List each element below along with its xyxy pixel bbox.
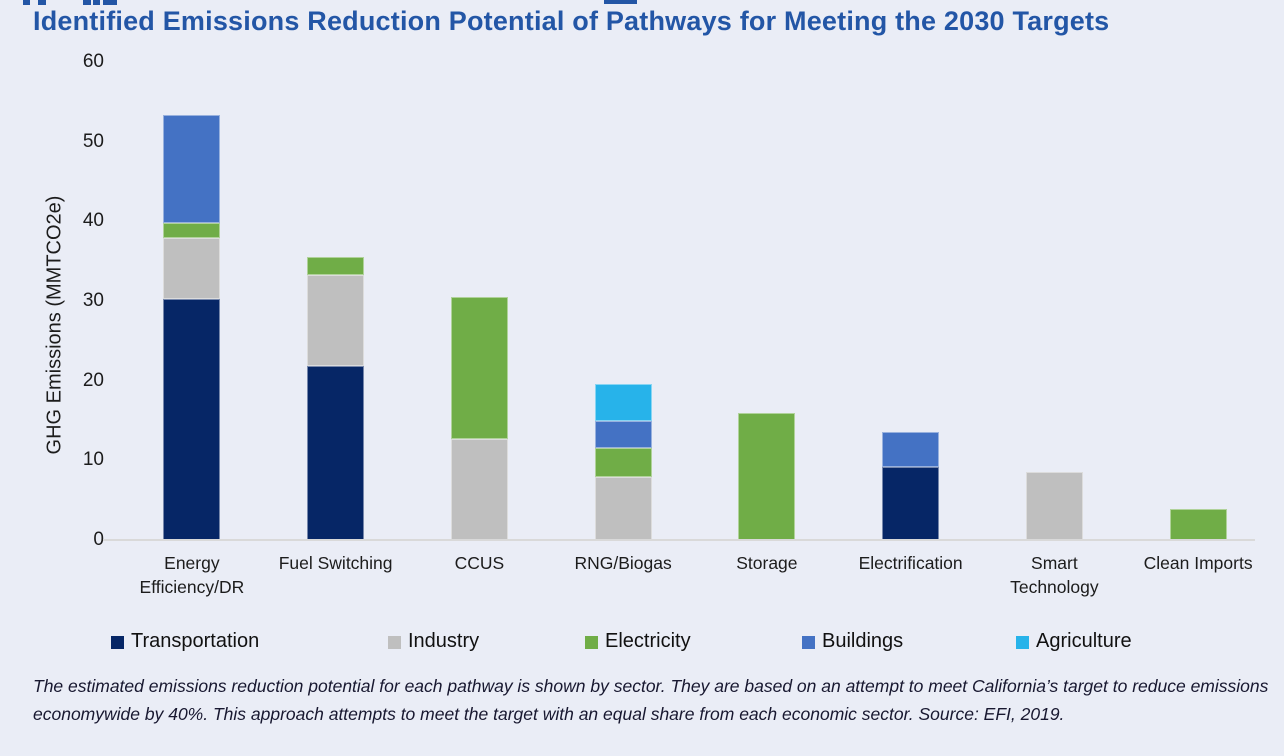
bar-clean-imports (1169, 508, 1227, 540)
x-label-slot-electrification: Electrification (839, 552, 983, 599)
x-label-clean-imports: Clean Imports (1143, 553, 1253, 573)
segment-electricity (163, 222, 221, 239)
clipped-text-fragment (0, 0, 1284, 8)
x-label-storage: Storage (736, 553, 798, 573)
x-label-slot-smart-technology: Smart Technology (983, 552, 1127, 599)
y-tick-60: 60 (82, 51, 104, 72)
bar-slot-ccus (408, 62, 552, 540)
x-label-energy-efficiency-dr: Energy Efficiency/DR (139, 553, 245, 597)
bar-energy-efficiency-dr (163, 115, 221, 540)
x-label-slot-ccus: CCUS (408, 552, 552, 599)
segment-buildings (882, 431, 940, 467)
segment-buildings (163, 115, 221, 223)
legend-swatch-transportation (111, 636, 124, 649)
bar-slot-smart-technology (983, 62, 1127, 540)
legend-label-agriculture: Agriculture (1036, 630, 1132, 652)
y-tick-40: 40 (82, 210, 104, 232)
bar-rng-biogas (594, 383, 652, 540)
y-tick-10: 10 (82, 449, 104, 471)
y-tick-50: 50 (82, 130, 104, 152)
segment-industry (307, 274, 365, 366)
bar-ccus (450, 297, 508, 540)
segment-electricity (450, 297, 508, 439)
legend-swatch-electricity (585, 636, 598, 649)
bar-fuel-switching (307, 257, 365, 540)
y-tick-30: 30 (82, 290, 104, 311)
legend-item-electricity: Electricity (585, 630, 691, 653)
segment-industry (450, 438, 508, 540)
x-label-slot-rng-biogas: RNG/Biogas (551, 552, 695, 599)
x-label-rng-biogas: RNG/Biogas (574, 553, 672, 573)
segment-transportation (163, 298, 221, 540)
bar-slot-clean-imports (1126, 62, 1270, 540)
x-label-smart-technology: Smart Technology (1010, 553, 1099, 597)
legend-swatch-buildings (802, 636, 815, 649)
bar-slot-fuel-switching (264, 62, 408, 540)
bar-storage (738, 412, 796, 540)
plot-area (120, 62, 1270, 540)
bar-slot-energy-efficiency-dr (120, 62, 264, 540)
legend-item-agriculture: Agriculture (1016, 630, 1132, 653)
segment-industry (1025, 471, 1083, 540)
figure-caption: The estimated emissions reduction potent… (33, 676, 1269, 725)
segment-buildings (594, 420, 652, 449)
bar-electrification (882, 431, 940, 540)
segment-electricity (594, 448, 652, 478)
x-axis-line (103, 539, 1255, 541)
x-label-slot-storage: Storage (695, 552, 839, 599)
legend-item-industry: Industry (388, 630, 479, 653)
segment-electricity (307, 257, 365, 275)
segment-electricity (1169, 508, 1227, 540)
x-label-ccus: CCUS (454, 553, 505, 573)
legend-swatch-industry (388, 636, 401, 649)
legend-item-buildings: Buildings (802, 630, 903, 653)
y-tick-20: 20 (82, 369, 104, 391)
chart-legend: Transportation Industry Electricity Buildin… (0, 630, 1284, 660)
segment-electricity (738, 412, 796, 540)
y-axis-title: GHG Emissions (MMTCO2e) (43, 195, 66, 455)
legend-label-buildings: Buildings (822, 630, 904, 652)
legend-label-transportation: Transportation (131, 630, 260, 652)
x-label-slot-fuel-switching: Fuel Switching (264, 552, 408, 599)
bar-slot-rng-biogas (551, 62, 695, 540)
bar-slot-storage (695, 62, 839, 540)
bar-smart-technology (1025, 471, 1083, 540)
legend-item-transportation: Transportation (111, 630, 259, 653)
legend-label-electricity: Electricity (605, 630, 691, 652)
legend-swatch-agriculture (1016, 636, 1029, 649)
x-label-slot-energy-efficiency-dr: Energy Efficiency/DR (120, 552, 264, 599)
segment-industry (594, 477, 652, 540)
x-label-fuel-switching: Fuel Switching (278, 553, 393, 573)
bar-slot-electrification (839, 62, 983, 540)
segment-agriculture (594, 383, 652, 421)
x-label-slot-clean-imports: Clean Imports (1126, 552, 1270, 599)
chart-title: Identified Emissions Reduction Potential… (33, 6, 1110, 36)
segment-industry (163, 238, 221, 299)
legend-label-industry: Industry (408, 630, 480, 652)
segment-transportation (307, 365, 365, 540)
x-axis-labels: Energy Efficiency/DR Fuel Switching CCUS RN… (120, 552, 1270, 599)
segment-transportation (882, 466, 940, 540)
x-label-electrification: Electrification (858, 553, 963, 573)
y-tick-0: 0 (93, 529, 104, 550)
